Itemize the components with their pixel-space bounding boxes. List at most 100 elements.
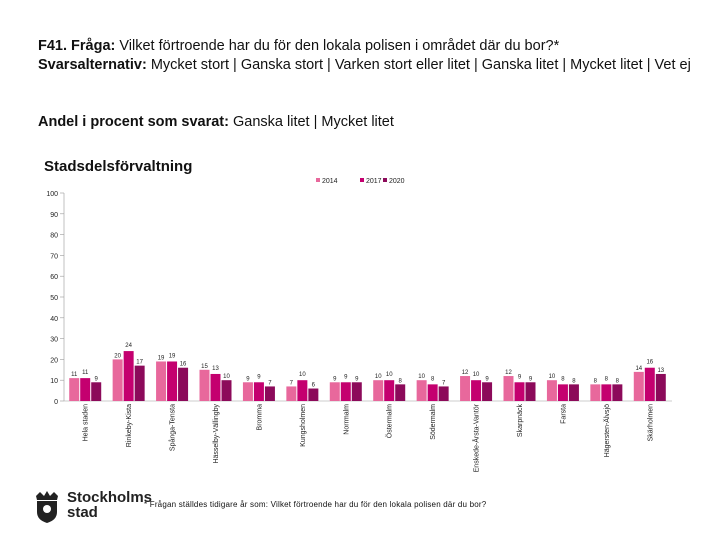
- bar-2017: [514, 382, 525, 401]
- data-label: 19: [169, 353, 176, 359]
- data-label: 10: [549, 374, 556, 380]
- data-label: 9: [246, 376, 250, 382]
- bar-2014: [503, 376, 514, 401]
- bar-2017: [253, 382, 264, 401]
- category-label: Rinkeby-Kista: [126, 404, 133, 447]
- bar-2020: [134, 365, 145, 401]
- y-tick-label: 40: [50, 316, 58, 323]
- bar-2020: [568, 384, 579, 401]
- data-label: 9: [529, 376, 533, 382]
- legend-label-2014: 2014: [322, 178, 338, 185]
- bar-2014: [329, 382, 340, 401]
- logo-text: Stockholms stad: [67, 490, 152, 520]
- data-label: 24: [125, 343, 132, 349]
- category-label: Hägersten-Älvsjö: [603, 404, 611, 457]
- bar-2020: [655, 373, 666, 401]
- bar-2020: [264, 386, 275, 401]
- data-label: 8: [616, 378, 620, 384]
- bar-2014: [242, 382, 253, 401]
- stockholm-logo: Stockholms stad: [33, 490, 163, 524]
- bar-2020: [351, 382, 362, 401]
- data-label: 9: [333, 376, 337, 382]
- bar-2017: [80, 378, 91, 401]
- y-tick-label: 20: [50, 357, 58, 364]
- data-label: 12: [462, 370, 469, 376]
- bar-2014: [286, 386, 297, 401]
- bar-2017: [471, 380, 482, 401]
- data-label: 10: [223, 374, 230, 380]
- share-label: Andel i procent som svarat:: [38, 114, 229, 130]
- category-label: Skarpnäck: [517, 404, 524, 438]
- data-label: 10: [299, 372, 306, 378]
- data-label: 9: [485, 376, 489, 382]
- bar-2020: [395, 384, 406, 401]
- category-label: Södermalm: [430, 404, 437, 440]
- y-tick-label: 70: [50, 253, 58, 260]
- bar-2014: [460, 376, 471, 401]
- category-label: Hela staden: [83, 404, 90, 441]
- data-label: 19: [158, 355, 165, 361]
- bar-2014: [199, 369, 210, 401]
- data-label: 9: [518, 374, 522, 380]
- bar-2014: [546, 380, 557, 401]
- bar-2017: [297, 380, 308, 401]
- y-tick-label: 80: [50, 233, 58, 240]
- bar-2014: [112, 359, 123, 401]
- question-block: F41. Fråga: Vilket förtroende har du för…: [38, 37, 698, 75]
- logo-line1: Stockholms: [67, 489, 153, 506]
- data-label: 10: [418, 374, 425, 380]
- data-label: 8: [561, 376, 565, 382]
- bar-2020: [308, 388, 319, 401]
- data-label: 20: [114, 353, 121, 359]
- data-label: 9: [257, 374, 261, 380]
- data-label: 9: [344, 374, 348, 380]
- bar-2017: [340, 382, 351, 401]
- data-label: 14: [635, 366, 642, 372]
- bar-2014: [633, 371, 644, 401]
- data-label: 10: [473, 372, 480, 378]
- y-tick-label: 90: [50, 212, 58, 219]
- category-label: Norrmalm: [343, 404, 350, 435]
- bar-2017: [384, 380, 395, 401]
- y-tick-label: 10: [50, 378, 58, 385]
- bar-2017: [557, 384, 568, 401]
- data-label: 15: [201, 364, 208, 370]
- category-label: Kungsholmen: [300, 404, 307, 447]
- category-label: Skärholmen: [647, 404, 654, 441]
- bar-2014: [156, 361, 167, 401]
- data-label: 9: [355, 376, 359, 382]
- category-label: Östermalm: [386, 404, 394, 438]
- bar-2014: [416, 380, 427, 401]
- legend-label-2020: 2020: [389, 178, 405, 185]
- data-label: 11: [71, 372, 78, 378]
- bar-2017: [601, 384, 612, 401]
- bar-2014: [590, 384, 601, 401]
- category-label: Enskede-Årsta-Vantör: [472, 403, 481, 472]
- share-line: Andel i procent som svarat: Ganska litet…: [38, 114, 394, 130]
- footnote: * Frågan ställdes tidigare år som: Vilke…: [144, 500, 487, 509]
- bar-2020: [525, 382, 536, 401]
- data-label: 8: [431, 376, 435, 382]
- data-label: 13: [212, 366, 219, 372]
- data-label: 13: [657, 368, 664, 374]
- bar-2020: [178, 367, 189, 401]
- bar-2014: [373, 380, 384, 401]
- legend-swatch-2014: [316, 178, 320, 182]
- category-label: Spånga-Tensta: [169, 404, 177, 451]
- bar-2020: [612, 384, 623, 401]
- category-label: Bromma: [256, 404, 263, 431]
- category-label: Farsta: [560, 404, 567, 424]
- bar-2017: [210, 373, 221, 401]
- data-label: 6: [312, 383, 316, 389]
- share-text: Ganska litet | Mycket litet: [233, 114, 394, 130]
- bar-2020: [91, 382, 102, 401]
- data-label: 10: [375, 374, 382, 380]
- bar-2017: [644, 367, 655, 401]
- data-label: 10: [386, 372, 393, 378]
- answers-label: Svarsalternativ:: [38, 57, 147, 73]
- data-label: 7: [290, 380, 294, 386]
- legend-label-2017: 2017: [366, 178, 382, 185]
- data-label: 17: [136, 360, 143, 366]
- bar-2020: [438, 386, 449, 401]
- category-label: Hässelby-Vällingby: [213, 404, 220, 464]
